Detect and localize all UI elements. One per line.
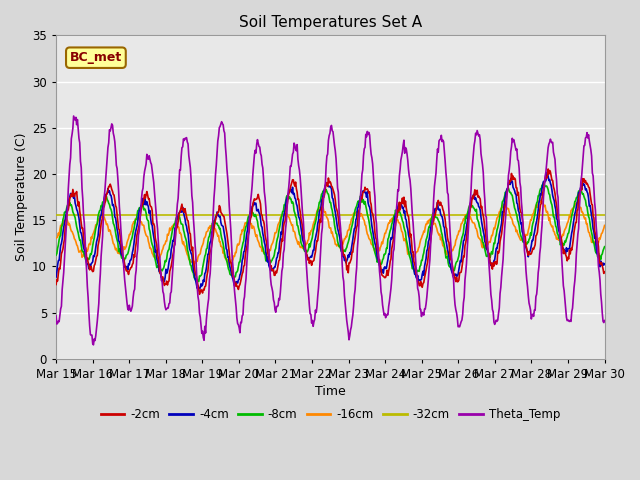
Text: BC_met: BC_met — [70, 51, 122, 64]
X-axis label: Time: Time — [315, 385, 346, 398]
Title: Soil Temperatures Set A: Soil Temperatures Set A — [239, 15, 422, 30]
Y-axis label: Soil Temperature (C): Soil Temperature (C) — [15, 133, 28, 261]
Legend: -2cm, -4cm, -8cm, -16cm, -32cm, Theta_Temp: -2cm, -4cm, -8cm, -16cm, -32cm, Theta_Te… — [96, 403, 564, 426]
